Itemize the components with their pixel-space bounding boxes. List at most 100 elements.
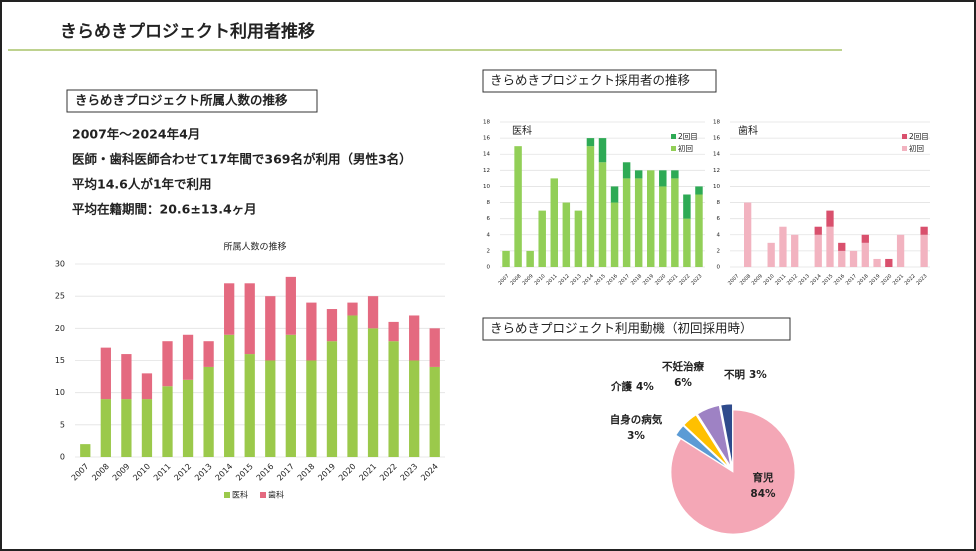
bar-segment	[838, 250, 846, 267]
bar-segment	[683, 218, 691, 267]
summary-heading-box	[66, 89, 318, 113]
bar-segment	[598, 138, 607, 163]
legend-label: 2回目	[909, 132, 929, 141]
bar-segment	[80, 444, 91, 457]
bar-segment	[814, 234, 822, 267]
bar-segment	[388, 321, 399, 342]
summary-line: 平均14.6人が1年で利用	[72, 177, 212, 192]
bar-segment	[224, 334, 235, 457]
legend-swatch	[671, 146, 676, 151]
y-tick-label: 5	[60, 420, 65, 429]
y-tick-label: 15	[55, 356, 65, 365]
y-tick-label: 4	[487, 232, 491, 238]
bar-segment	[285, 276, 296, 335]
bar-segment	[306, 302, 317, 361]
bar-segment	[659, 170, 667, 187]
y-tick-label: 8	[487, 200, 491, 206]
bar-segment	[861, 234, 869, 243]
y-tick-label: 16	[483, 136, 490, 142]
y-tick-label: 0	[717, 265, 721, 271]
bar-segment	[182, 334, 194, 380]
pie-value-label: 3%	[627, 430, 645, 442]
bar-segment	[141, 373, 153, 400]
bar-segment	[429, 328, 440, 367]
y-tick-label: 0	[487, 265, 491, 271]
bar-segment	[367, 328, 379, 457]
motive-heading: きらめきプロジェクト利用動機（初回採用時）	[490, 321, 753, 336]
y-tick-label: 2	[487, 248, 491, 254]
pie-value-label: 6%	[674, 377, 692, 389]
legend-label: 医科	[232, 490, 248, 500]
bar-segment	[622, 162, 631, 179]
y-tick-label: 0	[60, 453, 65, 462]
legend-label: 2回目	[678, 132, 698, 141]
bar-segment	[861, 242, 869, 267]
chart-title: 歯科	[738, 124, 758, 137]
bar-segment	[244, 354, 255, 457]
bar-segment	[671, 178, 679, 267]
bar-segment	[826, 210, 834, 227]
bar-segment	[162, 341, 173, 387]
legend-swatch	[902, 134, 907, 139]
pie-value-label: 3%	[749, 369, 767, 381]
y-tick-label: 10	[713, 184, 720, 190]
chart-title: 所属人数の推移	[223, 241, 286, 253]
bar-segment	[791, 234, 799, 267]
y-tick-label: 14	[713, 152, 720, 158]
bar-segment	[896, 234, 905, 267]
pie-slice	[670, 409, 796, 535]
bar-segment	[849, 250, 858, 267]
bar-segment	[920, 234, 928, 267]
pie-label: 育児	[753, 471, 774, 484]
y-tick-label: 10	[483, 184, 490, 190]
legend-swatch	[671, 134, 676, 139]
bar-segment	[285, 334, 296, 457]
bar-segment	[409, 360, 420, 457]
bar-segment	[671, 170, 679, 179]
bar-segment	[326, 309, 338, 342]
pie-label: 自身の病気	[610, 413, 663, 426]
pie-slice	[675, 425, 729, 469]
chart-title: 医科	[512, 124, 532, 137]
y-tick-label: 30	[55, 260, 65, 269]
bar-segment	[244, 283, 255, 355]
bar-segment	[388, 341, 399, 457]
y-tick-label: 4	[717, 232, 721, 238]
y-tick-label: 16	[713, 136, 720, 142]
bar-segment	[574, 210, 583, 267]
bar-segment	[203, 341, 214, 367]
bar-segment	[306, 360, 317, 457]
pie-label: 不妊治療	[662, 360, 704, 373]
bar-segment	[646, 170, 655, 267]
legend-swatch	[902, 146, 907, 151]
bar-segment	[695, 194, 703, 267]
y-tick-label: 14	[483, 152, 490, 158]
bar-segment	[347, 315, 358, 457]
bar-segment	[121, 399, 132, 457]
motive-heading-box	[482, 317, 791, 341]
bar-segment	[514, 146, 522, 267]
bar-segment	[586, 146, 595, 267]
pie-value-label: 4%	[636, 381, 654, 393]
y-tick-label: 18	[483, 120, 490, 126]
bar-segment	[121, 354, 132, 400]
bar-segment	[562, 202, 571, 267]
bar-segment	[100, 399, 111, 457]
bar-segment	[695, 186, 703, 195]
pie-slice	[697, 405, 732, 467]
pie-value-label: 84%	[750, 488, 776, 500]
legend-label: 初回	[678, 143, 693, 153]
pie-label: 不明	[724, 369, 745, 381]
bar-segment	[550, 178, 559, 267]
summary-heading: きらめきプロジェクト所属人数の推移	[75, 93, 288, 108]
legend-swatch	[224, 492, 230, 498]
bar-segment	[586, 138, 595, 147]
pie-slice	[683, 414, 730, 468]
bar-segment	[538, 210, 546, 267]
recruit-heading-box	[482, 69, 717, 93]
y-tick-label: 12	[713, 168, 720, 174]
bar-segment	[347, 302, 358, 316]
bar-segment	[610, 186, 619, 203]
bar-segment	[526, 250, 534, 267]
pie-label: 介護	[610, 380, 632, 393]
